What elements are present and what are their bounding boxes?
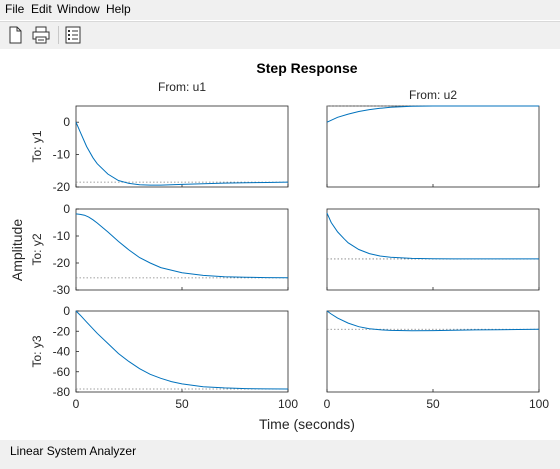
subplot-axes: [75, 208, 289, 291]
response-line: [75, 122, 289, 186]
new-document-icon[interactable]: [4, 24, 26, 46]
step-response-chart: Step Response From: u1 From: u2 Amplitude Ti…: [9, 60, 549, 432]
response-line: [75, 310, 289, 390]
x-tick-label: 0: [324, 397, 331, 411]
y-tick-label: -10: [53, 229, 71, 243]
menu-file[interactable]: File: [5, 2, 25, 16]
y-tick-label: -20: [53, 324, 71, 338]
toolbar: [0, 21, 560, 50]
y-tick-label: 0: [63, 115, 70, 129]
response-line: [326, 310, 540, 332]
status-text: Linear System Analyzer: [10, 444, 137, 458]
menu-bar: File Edit Window Help: [0, 0, 560, 20]
response-line: [75, 213, 289, 279]
menu-help[interactable]: Help: [106, 2, 131, 16]
row-label: To: y3: [30, 335, 44, 367]
y-tick-label: -30: [53, 283, 71, 297]
y-tick-label: -20: [53, 180, 71, 194]
printer-icon[interactable]: [30, 24, 52, 46]
y-tick-label: 0: [63, 304, 70, 318]
column-header: From: u1: [158, 80, 206, 94]
subplot-axes: [75, 105, 289, 188]
x-tick-label: 50: [175, 397, 189, 411]
status-bar: Linear System Analyzer: [0, 440, 560, 469]
x-tick-label: 100: [278, 397, 298, 411]
row-label: To: y1: [30, 130, 44, 162]
x-tick-label: 50: [426, 397, 440, 411]
x-axis-label: Time (seconds): [259, 416, 355, 432]
x-tick-label: 0: [73, 397, 80, 411]
subplot-axes: [326, 310, 540, 393]
column-header: From: u2: [409, 88, 457, 102]
subplot-axes: [326, 105, 540, 188]
toolbar-separator: [58, 26, 59, 44]
y-axis-label: Amplitude: [9, 219, 25, 281]
x-tick-label: 100: [529, 397, 549, 411]
y-tick-label: -60: [53, 365, 71, 379]
subplot-axes: [75, 310, 289, 393]
figure-area: Step Response From: u1 From: u2 Amplitude Ti…: [0, 49, 560, 439]
property-list-icon[interactable]: [62, 24, 84, 46]
row-label: To: y2: [30, 233, 44, 265]
y-tick-label: -20: [53, 256, 71, 270]
menu-window[interactable]: Window: [57, 2, 100, 16]
response-line: [326, 212, 539, 260]
subplot-axes: [326, 208, 540, 291]
menu-edit[interactable]: Edit: [31, 2, 52, 16]
y-tick-label: -80: [53, 385, 71, 399]
response-line: [326, 105, 539, 123]
y-tick-label: -10: [53, 148, 71, 162]
chart-title: Step Response: [256, 60, 357, 76]
y-tick-label: 0: [63, 202, 70, 216]
y-tick-label: -40: [53, 345, 71, 359]
